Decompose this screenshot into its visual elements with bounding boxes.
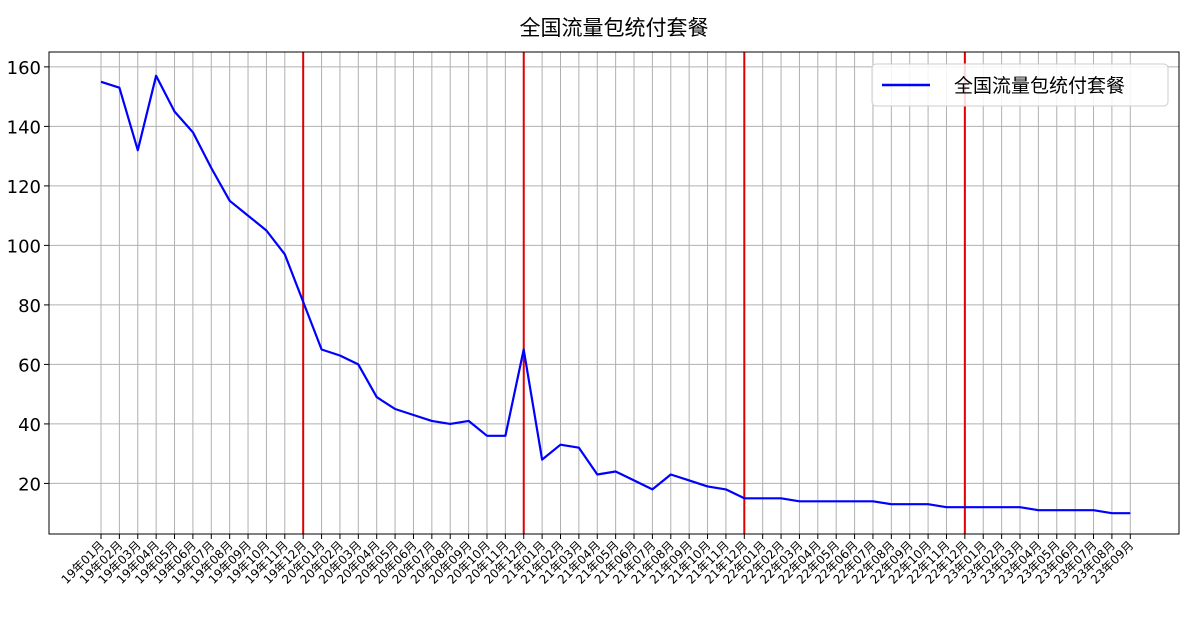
y-tick-label: 160 bbox=[7, 58, 41, 79]
y-tick-label: 80 bbox=[18, 296, 41, 317]
y-tick-label: 100 bbox=[7, 236, 41, 257]
chart-title: 全国流量包统付套餐 bbox=[520, 16, 709, 40]
plot-frame bbox=[48, 51, 1180, 535]
grid-lines bbox=[49, 52, 1179, 534]
y-tick-label: 20 bbox=[18, 474, 41, 495]
legend-box bbox=[871, 63, 1169, 107]
y-tick-label: 120 bbox=[7, 177, 41, 198]
y-tick-label: 40 bbox=[18, 415, 41, 436]
series-layer bbox=[100, 74, 1131, 515]
year-marker-lines bbox=[302, 52, 966, 534]
legend: 全国流量包统付套餐 bbox=[871, 63, 1169, 107]
legend-label: 全国流量包统付套餐 bbox=[954, 75, 1125, 97]
series-line bbox=[100, 74, 1131, 515]
y-tick-label: 140 bbox=[7, 117, 41, 138]
y-axis-ticks: 20 40 60 80 100 120 140 160 bbox=[7, 58, 49, 495]
y-tick-label: 60 bbox=[18, 355, 41, 376]
x-axis-ticks: 19年01月19年02月19年03月19年04月19年05月19年06月19年0… bbox=[59, 534, 1136, 587]
